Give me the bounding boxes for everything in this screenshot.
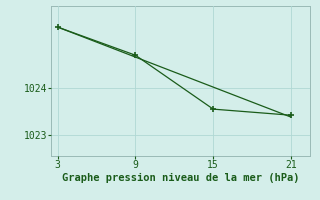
X-axis label: Graphe pression niveau de la mer (hPa): Graphe pression niveau de la mer (hPa) [62,173,300,183]
